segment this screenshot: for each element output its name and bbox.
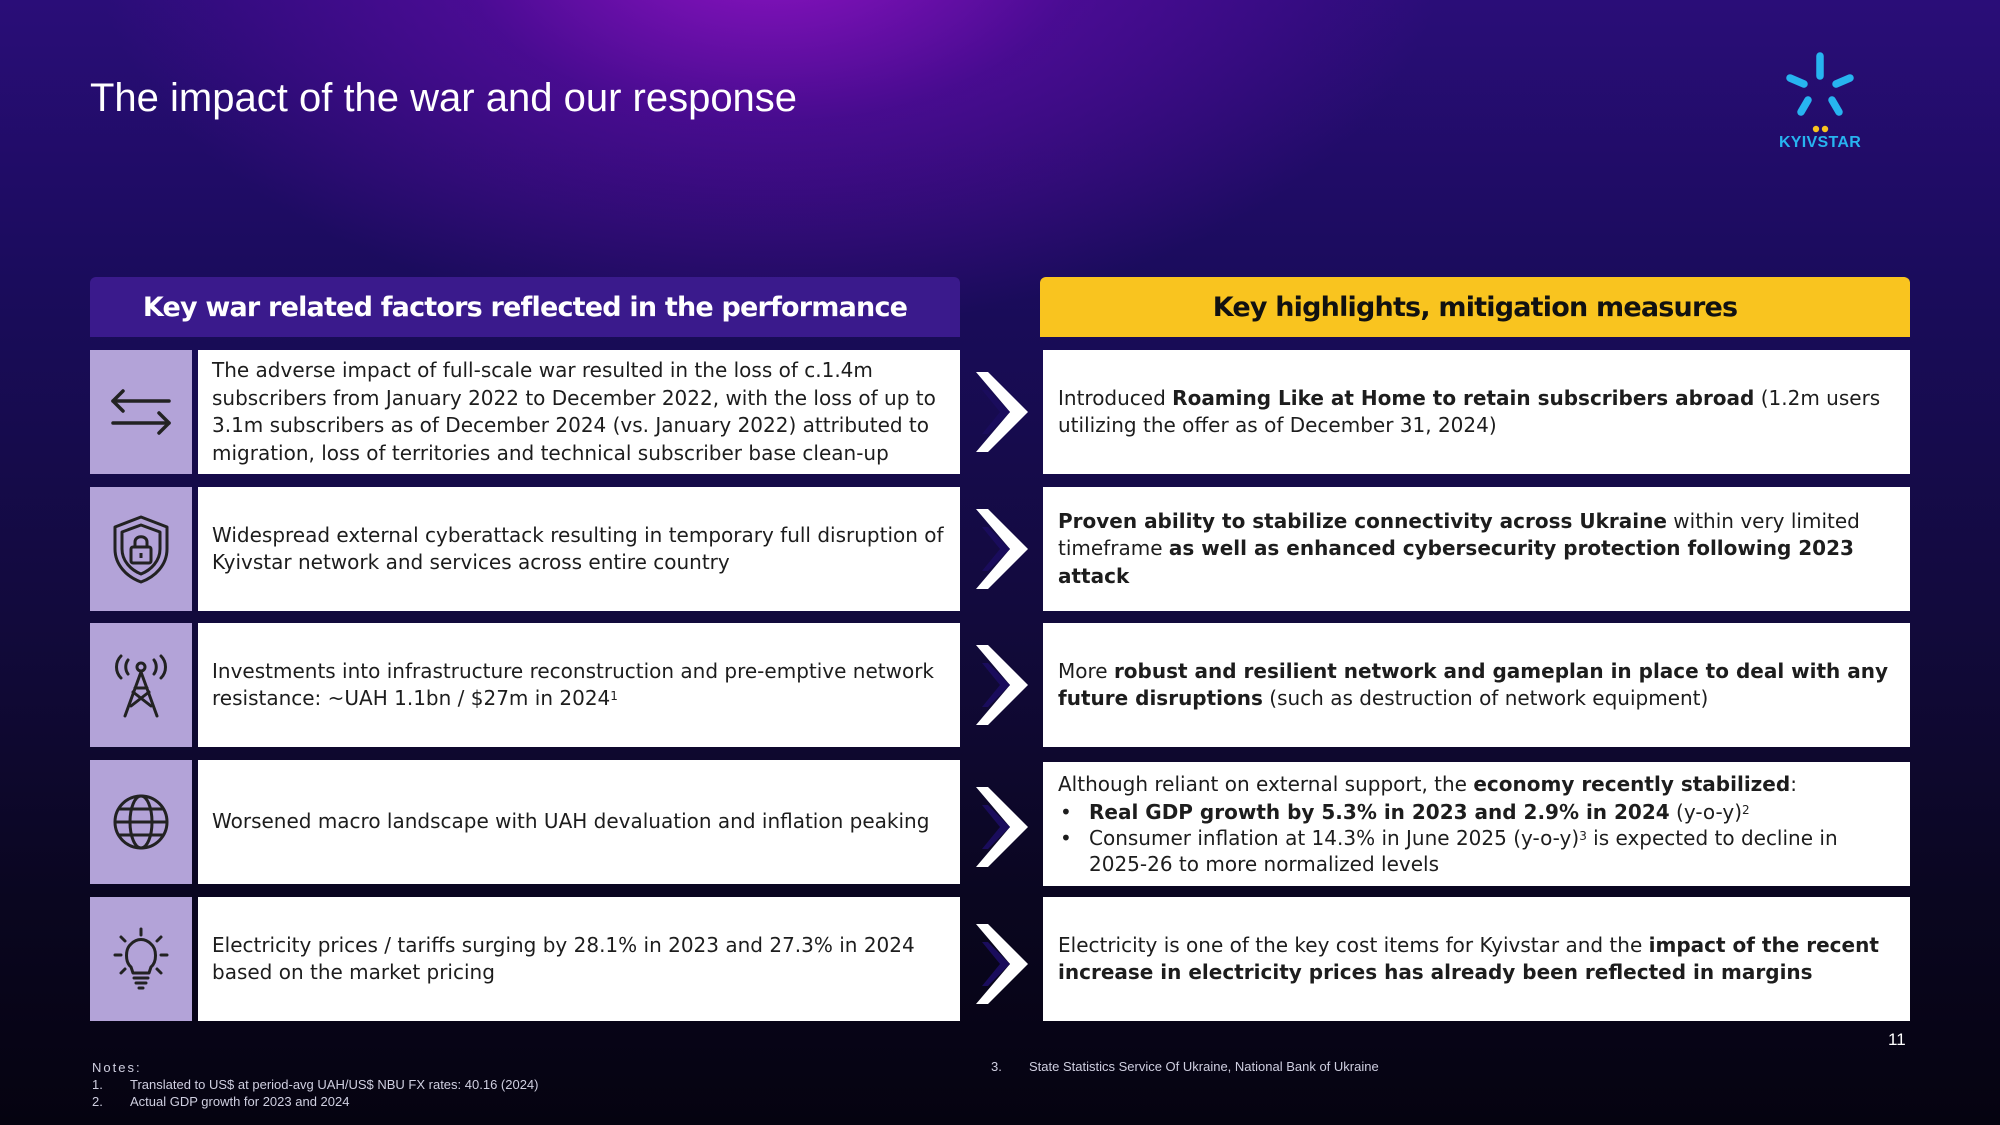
factor-text: The adverse impact of full-scale war res… bbox=[198, 350, 960, 474]
lightbulb-icon bbox=[113, 927, 169, 990]
footnotes: Notes: 1. Translated to US$ at period-avg… bbox=[92, 1059, 538, 1110]
highlight-text: More robust and resilient network and ga… bbox=[1043, 623, 1910, 747]
kyivstar-logo: KYIVSTAR bbox=[1768, 52, 1872, 152]
bullet-list: Real GDP growth by 5.3% in 2023 and 2.9%… bbox=[1058, 799, 1895, 877]
chevron-right-icon bbox=[976, 787, 1028, 867]
page-number: 11 bbox=[1888, 1030, 1906, 1049]
slide-title: The impact of the war and our response bbox=[90, 76, 798, 120]
chevron-right-icon bbox=[976, 509, 1028, 589]
factor-text: Investments into infrastructure reconstr… bbox=[198, 623, 960, 747]
chevron-right-icon bbox=[976, 645, 1028, 725]
right-column-header: Key highlights, mitigation measures bbox=[1040, 277, 1910, 337]
icon-box bbox=[90, 760, 192, 884]
icon-box bbox=[90, 487, 192, 611]
footnote: 3. State Statistics Service Of Ukraine, N… bbox=[991, 1059, 1379, 1074]
footnote: 1. Translated to US$ at period-avg UAH/US… bbox=[92, 1077, 539, 1092]
notes-header: Notes: bbox=[92, 1060, 142, 1075]
icon-box bbox=[90, 350, 192, 474]
highlight-text: Proven ability to stabilize connectivity… bbox=[1043, 487, 1910, 611]
footnote: 2. Actual GDP growth for 2023 and 2024 bbox=[92, 1094, 350, 1109]
highlight-text: Introduced Roaming Like at Home to retai… bbox=[1043, 350, 1910, 474]
chevron-right-icon bbox=[976, 372, 1028, 452]
globe-icon bbox=[113, 794, 169, 850]
factor-text: Widespread external cyberattack resultin… bbox=[198, 487, 960, 611]
list-item: Real GDP growth by 5.3% in 2023 and 2.9%… bbox=[1058, 799, 1895, 825]
shield-lock-icon bbox=[113, 515, 169, 584]
icon-box bbox=[90, 897, 192, 1021]
star-burst-icon bbox=[1786, 52, 1854, 133]
factor-text: Electricity prices / tariffs surging by … bbox=[198, 897, 960, 1021]
highlight-text: Although reliant on external support, th… bbox=[1043, 762, 1910, 886]
left-column-header: Key war related factors reflected in the… bbox=[90, 277, 960, 337]
highlight-text: Electricity is one of the key cost items… bbox=[1043, 897, 1910, 1021]
antenna-tower-icon bbox=[115, 654, 167, 718]
chevron-right-icon bbox=[976, 924, 1028, 1004]
list-item: Consumer inflation at 14.3% in June 2025… bbox=[1058, 825, 1895, 877]
icon-box bbox=[90, 623, 192, 747]
factor-text: Worsened macro landscape with UAH devalu… bbox=[198, 760, 960, 884]
arrows-exchange-icon bbox=[111, 389, 171, 435]
logo-wordmark: KYIVSTAR bbox=[1778, 134, 1862, 151]
